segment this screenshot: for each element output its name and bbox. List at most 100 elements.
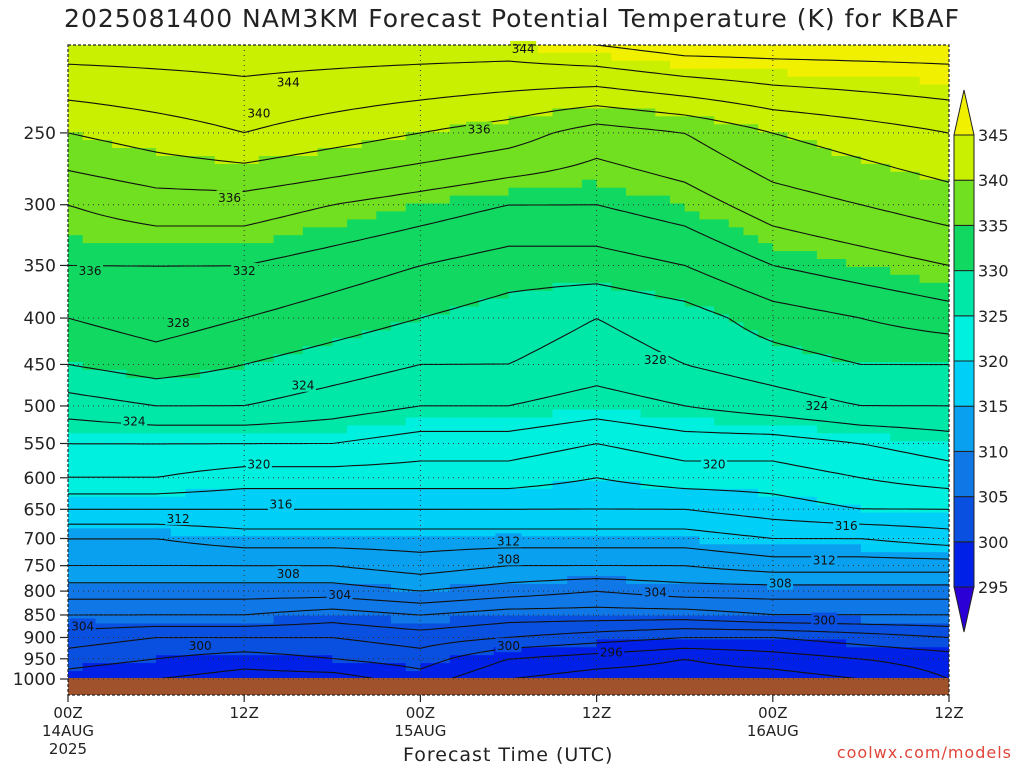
theta-cell [626,338,642,347]
theta-cell [758,266,774,276]
theta-cell [890,195,906,205]
theta-cell [229,512,245,522]
theta-cell [200,92,216,102]
theta-cell [273,591,289,601]
theta-cell [244,568,260,577]
theta-cell [699,243,715,252]
theta-cell [258,385,275,395]
theta-cell [493,298,510,308]
theta-cell [537,536,554,545]
theta-cell [684,60,700,70]
theta-cell [82,409,98,418]
theta-cell [185,108,201,117]
theta-cell [156,583,172,593]
theta-cell [758,520,774,529]
theta-cell [479,282,495,292]
theta-cell [846,544,862,553]
theta-cell [185,140,201,149]
theta-cell [317,298,333,308]
theta-cell [126,560,142,569]
theta-cell [537,68,554,78]
theta-cell [537,330,554,339]
contour-label-bg [275,74,302,89]
theta-cell [758,583,774,593]
theta-cell [611,631,627,640]
theta-cell [302,330,319,339]
theta-cell [170,369,187,379]
theta-cell [361,346,377,355]
theta-cell [537,401,554,411]
theta-cell [670,528,686,537]
theta-cell [655,84,671,94]
theta-cell [758,274,774,284]
theta-cell [904,560,921,569]
theta-cell [347,306,363,315]
theta-cell [831,108,847,117]
theta-cell [537,148,554,157]
theta-cell [361,100,377,109]
theta-cell [802,607,818,617]
theta-cell [743,251,759,260]
theta-cell [816,52,833,62]
theta-cell [714,100,730,109]
theta-cell [596,52,612,62]
theta-cell [214,282,231,292]
theta-cell [684,68,700,78]
theta-cell [288,591,304,601]
theta-cell [567,639,583,648]
theta-cell [479,306,495,315]
theta-cell [684,599,700,609]
theta-cell [670,227,686,236]
contour-label-bg [165,510,192,525]
theta-cell [420,251,436,260]
theta-cell [787,599,803,609]
theta-cell [332,671,348,680]
theta-cell [332,528,348,537]
theta-cell [728,576,745,585]
theta-cell [302,615,319,625]
theta-cell [405,528,421,537]
theta-cell [332,322,348,331]
theta-cell [420,433,436,442]
theta-cell [728,100,745,109]
theta-cell [361,76,377,86]
theta-cell [361,369,377,379]
theta-cell [919,195,935,205]
theta-cell [802,560,818,569]
contour-label-bg [495,533,522,548]
theta-cell [699,362,715,371]
theta-cell [214,171,231,181]
theta-cell [640,377,656,387]
theta-cell [684,409,700,418]
theta-cell [185,346,201,355]
theta-cell [596,203,612,212]
theta-cell [596,544,612,553]
theta-cell [141,282,157,292]
theta-cell [919,433,935,442]
theta-cell [126,330,142,339]
theta-cell [97,60,113,70]
theta-cell [493,623,510,632]
theta-cell [200,488,216,498]
theta-cell [68,92,84,102]
theta-cell [640,60,656,70]
theta-cell [537,306,554,315]
theta-cell [258,148,275,157]
theta-cell [626,243,642,252]
theta-cell [728,615,745,625]
theta-cell [626,369,642,379]
theta-cell [229,647,245,656]
theta-cell [684,591,700,601]
theta-cell [934,472,949,482]
theta-cell [288,156,304,165]
theta-cell [743,552,759,561]
theta-cell [787,639,803,648]
theta-cell [317,536,333,545]
theta-cell [934,282,949,292]
theta-cell [552,449,568,458]
theta-cell [68,599,84,609]
theta-cell [728,243,745,252]
theta-cell [860,552,877,561]
theta-cell [581,583,598,593]
theta-cell [787,544,803,553]
